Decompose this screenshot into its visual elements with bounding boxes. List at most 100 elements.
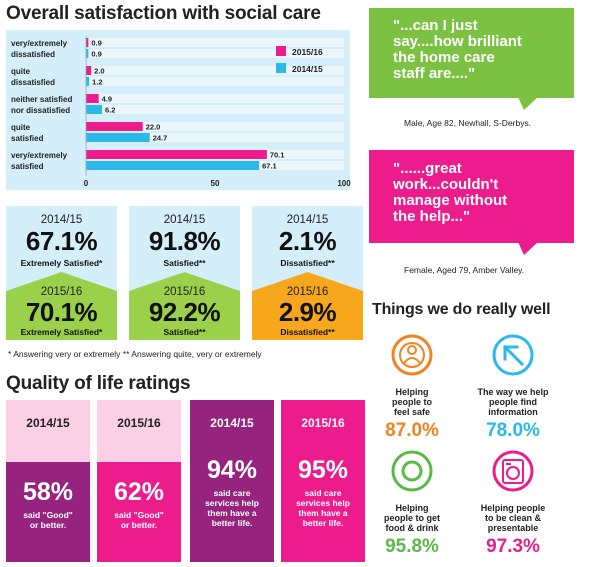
quality-label-line: them have a [298,508,348,518]
data-label: 70.1 [270,151,285,160]
quality-card-bottom [281,462,365,562]
category-label: very/extremely [11,39,68,48]
plate-icon [391,450,433,492]
stat-label-current: Satisfied** [163,327,206,337]
stat-year-current: 2015/16 [163,286,206,298]
legend-label: 2014/15 [292,64,323,74]
quality-year: 2015/16 [117,416,161,430]
quality-year: 2015/16 [301,416,345,430]
quote-line: "...can I just [393,17,478,34]
category-label: very/extremely [11,151,68,160]
quote-text: "...can I just say....how brilliant the ho… [393,18,522,82]
thing-label-line: Helping [395,387,429,397]
stat-highlight-shape [6,272,117,340]
quality-card: 2015/16 62% said "Good" or better. [97,400,181,562]
washing-machine-icon [492,450,534,492]
stat-value-previous: 67.1% [25,226,98,256]
person-icon [391,334,433,376]
quality-percent: 95% [297,456,349,484]
bar [86,77,90,86]
bar [86,105,102,114]
quality-card-bottom [190,462,274,562]
icon-ring [391,334,433,376]
thing-percent: 78.0% [486,420,540,441]
thing-label-line: to be clean & [484,513,541,523]
footnote: * Answering very or extremely ** Answeri… [8,349,262,359]
thing-label-line: feel safe [393,407,431,417]
quality-card-top [97,400,181,462]
category-label: dissatisfied [11,50,55,59]
bar [86,122,143,131]
quality-card-top [6,400,90,462]
data-label: 24.7 [153,134,168,143]
stat-box: 2014/15 67.1% Extremely Satisfied* 2015/16 7… [6,206,117,340]
quality-card-bottom [97,462,181,562]
data-label: 67.1 [262,162,277,171]
speech-bubble [369,150,574,255]
stat-highlight-shape [252,272,363,340]
icon-head [407,345,417,355]
quality-year: 2014/15 [26,416,70,430]
bubble-body [369,8,574,98]
stat-value-previous: 91.8% [148,226,221,256]
tick-label: 0 [84,179,89,188]
thing-item: Helping people to feel safe 87.0% [362,333,462,449]
icon-inner-ring [399,342,425,368]
legend-swatch [276,63,286,73]
chart-title: Overall satisfaction with social care [6,3,321,24]
quote-line: work...couldn't [393,176,499,193]
quality-card-top [281,400,365,462]
bar [86,150,267,159]
bar-track [86,77,344,86]
quality-percent: 58% [22,478,74,506]
satisfaction-bar-chart: very/extremely dissatisfied 0.9 0.9 quite dis… [6,30,351,190]
thing-label-line: food & drink [385,523,439,533]
icon-ring [391,450,433,492]
thing-percent: 97.3% [486,536,540,557]
category-label: neither satisfied [11,95,72,104]
stat-value-current: 2.9% [278,297,337,327]
stat-year-previous: 2014/15 [286,214,329,226]
quality-label-line: said "Good" [114,510,164,520]
data-label: 1.2 [92,78,102,87]
thing-label-line: The way we help [477,387,549,397]
stat-box: 2014/15 2.1% Dissatisfied** 2015/16 2.9% Diss… [252,206,363,340]
icon-drum [506,466,520,480]
quote-line: the home care [393,49,495,66]
stat-label-current: Dissatisfied** [280,327,335,337]
quality-percent: 94% [206,456,258,484]
icon-plate [401,460,423,482]
thing-label-line: information [488,407,538,417]
thing-label-line: people find [489,397,537,407]
category-label: nor dissatisfied [11,106,70,115]
quality-card-top [190,400,274,462]
data-label: 2.0 [94,67,104,76]
quality-label-line: said "Good" [23,510,73,520]
thing-item: The way we help people find information 78.… [463,333,563,449]
bar [86,49,89,58]
bubble-body [369,150,574,243]
category-label: quite [11,123,31,132]
stat-year-previous: 2014/15 [163,214,206,226]
bubble-tail [518,242,538,255]
legend-label: 2015/16 [292,47,323,57]
thing-percent: 87.0% [385,420,439,441]
quality-year: 2014/15 [210,416,254,430]
bar-track [86,66,344,75]
icon-machine [502,459,524,484]
quality-label-line: them have a [207,508,257,518]
quality-percent: 62% [113,478,165,506]
tick-label: 50 [211,179,220,188]
bar-track [86,133,344,142]
arrow-icon [492,334,534,376]
thing-label: Helping people to feel safe [362,387,462,417]
thing-label: The way we help people find information [463,387,563,417]
thing-percent: 95.8% [385,536,439,557]
thing-label-line: people to [392,397,432,407]
thing-label-line: presentable [487,523,539,533]
quote-line: manage without [393,192,508,209]
quote-line: the help..." [393,208,471,225]
bar-track [86,122,344,131]
stat-year-current: 2015/16 [40,286,83,298]
quality-of-life-title: Quality of life ratings [6,373,191,394]
